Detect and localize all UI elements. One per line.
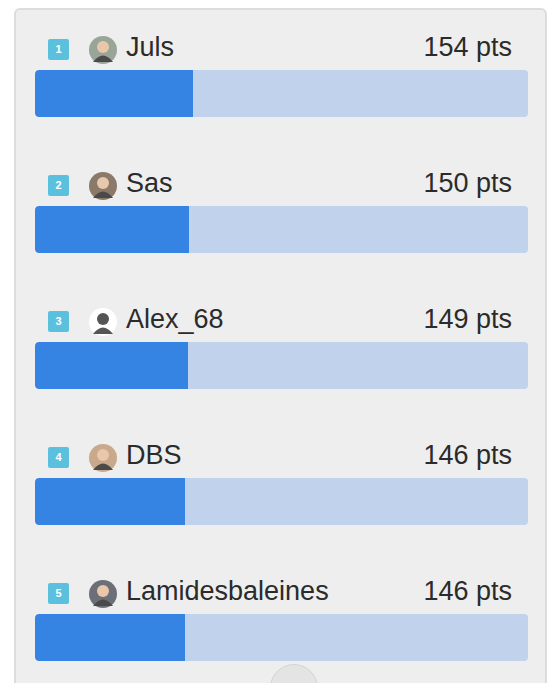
- bar-fill: [35, 206, 189, 253]
- points-label: 149 pts: [352, 304, 512, 334]
- bar-fill: [35, 70, 193, 117]
- rank-badge: 5: [48, 583, 69, 604]
- avatar: [88, 579, 118, 609]
- bar-fill: [35, 342, 188, 389]
- rank-badge: 3: [48, 311, 69, 332]
- player-name: Lamidesbaleines: [126, 576, 406, 606]
- bar-track: [35, 478, 528, 525]
- points-label: 146 pts: [352, 440, 512, 470]
- player-name: Juls: [126, 32, 406, 62]
- rank-badge: 2: [48, 175, 69, 196]
- player-name: Sas: [126, 168, 406, 198]
- rank-badge: 4: [48, 447, 69, 468]
- points-label: 150 pts: [352, 168, 512, 198]
- avatar: [88, 307, 118, 337]
- bar-track: [35, 342, 528, 389]
- bar-fill: [35, 478, 185, 525]
- bar-track: [35, 70, 528, 117]
- avatar: [88, 443, 118, 473]
- player-name: DBS: [126, 440, 406, 470]
- avatar: [88, 171, 118, 201]
- bar-track: [35, 614, 528, 661]
- points-label: 146 pts: [352, 576, 512, 606]
- avatar: [88, 35, 118, 65]
- rank-badge: 1: [48, 39, 69, 60]
- bar-track: [35, 206, 528, 253]
- points-label: 154 pts: [352, 32, 512, 62]
- bar-fill: [35, 614, 185, 661]
- player-name: Alex_68: [126, 304, 406, 334]
